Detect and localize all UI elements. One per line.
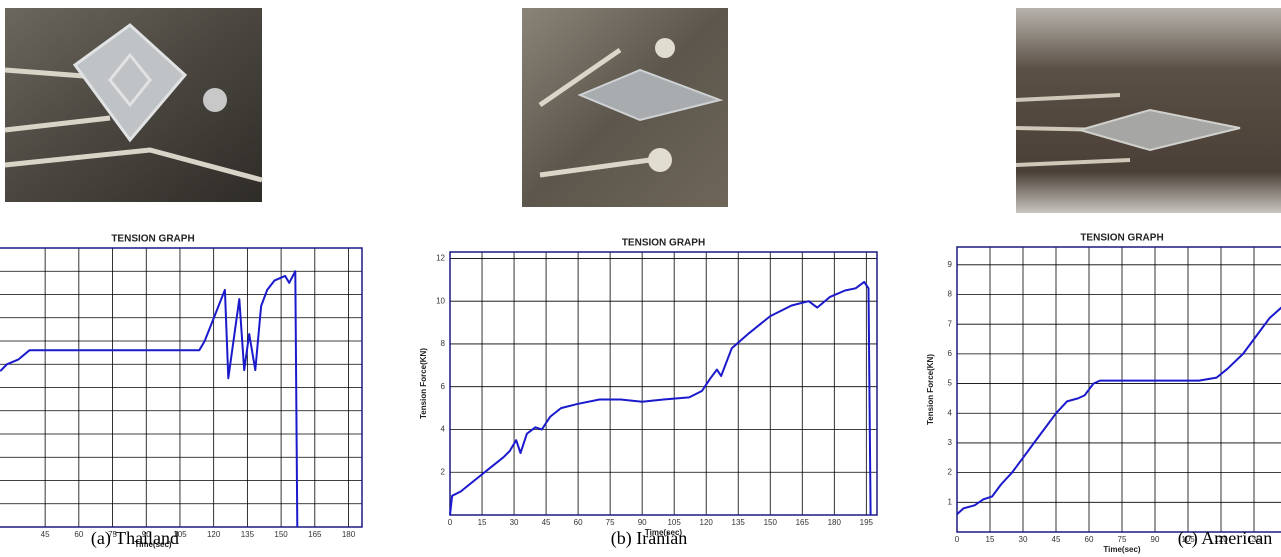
x-axis-label: Time(sec) xyxy=(645,528,683,537)
photo xyxy=(4,8,263,202)
plot-area xyxy=(957,247,1281,532)
chart-title: TENSION GRAPH xyxy=(622,238,705,249)
y-tick-label: 5 xyxy=(948,379,953,388)
y-tick-label: 10 xyxy=(436,296,445,305)
y-tick-label: 8 xyxy=(948,290,953,299)
x-tick-label: 45 xyxy=(1052,535,1061,544)
y-axis-label: Tension Force(KN) xyxy=(419,348,428,419)
x-tick-label: 135 xyxy=(241,530,255,539)
x-tick-label: 150 xyxy=(764,518,778,527)
x-tick-label: 90 xyxy=(638,518,647,527)
x-tick-label: 135 xyxy=(732,518,746,527)
data-line xyxy=(0,270,299,528)
plot-area xyxy=(450,252,877,515)
x-tick-label: 120 xyxy=(700,518,714,527)
x-tick-label: 195 xyxy=(860,518,874,527)
x-tick-label: 60 xyxy=(574,518,583,527)
y-tick-label: 8 xyxy=(441,339,446,348)
data-line xyxy=(956,306,1281,515)
x-tick-label: 135 xyxy=(1247,535,1261,544)
y-tick-label: 2 xyxy=(441,467,446,476)
chart-title: TENSION GRAPH xyxy=(1080,233,1163,244)
y-tick-label: 6 xyxy=(948,349,953,358)
y-tick-label: 9 xyxy=(948,260,953,269)
caption: (b) Iranian xyxy=(611,528,687,549)
x-tick-label: 165 xyxy=(308,530,322,539)
chart-title: TENSION GRAPH xyxy=(111,234,194,245)
y-tick-label: 7 xyxy=(948,319,953,328)
plot-frame xyxy=(0,247,363,528)
y-tick-label: 3 xyxy=(948,438,953,447)
caption: (c) American xyxy=(1178,528,1272,549)
x-tick-label: 75 xyxy=(108,530,117,539)
x-tick-label: 45 xyxy=(542,518,551,527)
x-tick-label: 15 xyxy=(986,535,995,544)
x-tick-label: 120 xyxy=(207,530,221,539)
plot-frame xyxy=(449,251,878,516)
caption: (a) Thailand xyxy=(91,528,179,549)
x-tick-label: 45 xyxy=(41,530,50,539)
x-tick-label: 150 xyxy=(274,530,288,539)
x-tick-label: 90 xyxy=(142,530,151,539)
x-tick-label: 60 xyxy=(1085,535,1094,544)
y-axis-label: Tension Force(KN) xyxy=(926,354,935,425)
y-tick-label: 2 xyxy=(948,468,953,477)
x-tick-label: 105 xyxy=(1181,535,1195,544)
y-tick-label: 1 xyxy=(948,497,953,506)
x-tick-label: 0 xyxy=(955,535,960,544)
x-tick-label: 30 xyxy=(510,518,519,527)
x-tick-label: 105 xyxy=(173,530,187,539)
photo xyxy=(1015,8,1281,213)
x-axis-label: Time(sec) xyxy=(1103,545,1141,554)
photo xyxy=(522,8,728,207)
y-tick-label: 6 xyxy=(441,382,446,391)
x-tick-label: 105 xyxy=(667,518,681,527)
y-tick-label: 12 xyxy=(436,254,445,263)
x-tick-label: 75 xyxy=(1118,535,1127,544)
x-tick-label: 0 xyxy=(448,518,453,527)
plot-frame xyxy=(956,246,1281,533)
x-tick-label: 15 xyxy=(478,518,487,527)
x-tick-label: 90 xyxy=(1151,535,1160,544)
y-tick-label: 4 xyxy=(441,425,446,434)
x-tick-label: 30 xyxy=(1019,535,1028,544)
x-tick-label: 165 xyxy=(796,518,810,527)
x-tick-label: 60 xyxy=(74,530,83,539)
data-line xyxy=(449,280,872,516)
x-tick-label: 75 xyxy=(606,518,615,527)
x-tick-label: 120 xyxy=(1214,535,1228,544)
chart: 45 60 75 90 105 120 135 150 165 180 TENSION GRAPH T… xyxy=(0,234,363,549)
x-tick-label: 180 xyxy=(828,518,842,527)
y-tick-label: 4 xyxy=(948,408,953,417)
x-axis-label: Time(sec) xyxy=(134,540,172,549)
x-tick-label: 180 xyxy=(342,530,356,539)
